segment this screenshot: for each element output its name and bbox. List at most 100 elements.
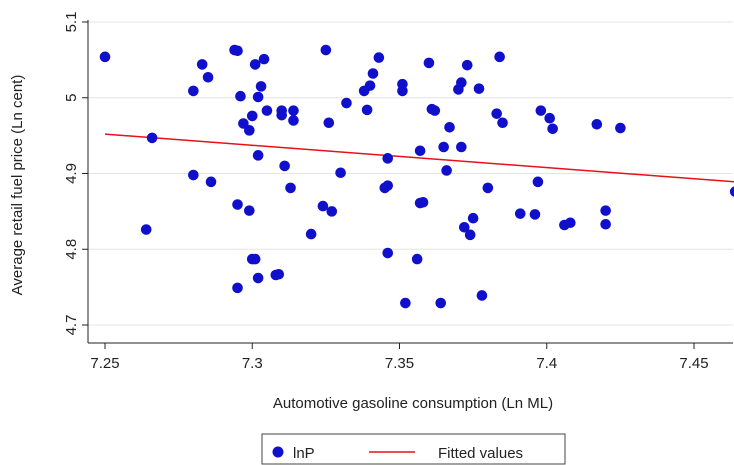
data-point-36	[320, 44, 332, 56]
data-point-70	[467, 212, 479, 224]
data-point-16	[246, 110, 258, 122]
data-point-4	[188, 85, 199, 97]
y-tick-label-1: 4.8	[63, 239, 80, 260]
data-point-74	[491, 108, 502, 119]
data-point-85	[591, 118, 603, 130]
data-point-49	[382, 247, 394, 259]
data-point-67	[458, 221, 470, 233]
data-point-84	[565, 217, 576, 229]
data-point-10	[232, 199, 243, 210]
data-point-43	[364, 80, 376, 91]
data-point-82	[547, 123, 558, 135]
data-point-27	[273, 268, 285, 280]
data-point-78	[529, 209, 541, 220]
data-point-44	[367, 68, 379, 79]
x-tick-label-0: 7.25	[90, 355, 119, 372]
legend-marker-lnp	[272, 446, 284, 458]
data-point-72	[476, 290, 488, 301]
data-point-51	[397, 85, 408, 97]
data-point-77	[514, 208, 526, 219]
data-point-19	[249, 253, 261, 265]
y-tick-label-4: 5.1	[63, 12, 80, 33]
y-axis-title: Average retail fuel price (Ln cent)	[9, 75, 26, 296]
data-point-23	[255, 81, 267, 92]
y-axis-ticks: 4.7 4.8 4.9 5 5.1	[63, 12, 88, 336]
axes	[87, 20, 733, 344]
data-point-57	[423, 57, 435, 69]
data-point-62	[441, 165, 452, 176]
data-point-81	[544, 112, 555, 124]
x-tick-label-3: 7.4	[536, 355, 557, 372]
data-point-89	[729, 186, 734, 197]
data-point-65	[456, 77, 467, 88]
data-point-18	[249, 59, 261, 70]
data-point-21	[252, 91, 264, 103]
data-point-47	[382, 180, 394, 191]
x-tick-label-4: 7.45	[679, 355, 708, 372]
data-point-75	[494, 51, 505, 63]
data-point-25	[261, 105, 273, 116]
data-point-42	[361, 104, 373, 116]
y-tick-label-3: 5	[63, 94, 80, 102]
legend-label-fitted: Fitted values	[438, 445, 523, 462]
data-point-68	[461, 59, 473, 71]
data-point-61	[438, 141, 449, 153]
legend-box	[261, 433, 566, 465]
data-point-7	[205, 176, 217, 188]
data-point-20	[252, 150, 264, 161]
gridlines	[88, 21, 733, 326]
data-point-71	[473, 83, 485, 94]
data-point-2	[146, 132, 158, 144]
data-point-40	[341, 97, 352, 109]
data-point-66	[456, 141, 467, 153]
data-point-88	[615, 122, 626, 134]
data-point-48	[382, 153, 394, 164]
data-point-79	[532, 176, 544, 188]
data-point-14	[244, 125, 255, 136]
y-tick-label-0: 4.7	[63, 315, 80, 336]
data-point-53	[411, 253, 423, 265]
data-point-86	[600, 205, 611, 216]
data-point-45	[373, 52, 385, 63]
data-point-11	[232, 282, 243, 294]
data-point-52	[400, 297, 411, 309]
x-tick-label-2: 7.35	[385, 355, 414, 372]
data-point-63	[444, 121, 455, 133]
data-point-6	[202, 71, 214, 83]
data-point-80	[535, 105, 547, 116]
data-point-22	[252, 272, 264, 284]
data-point-33	[288, 115, 299, 126]
y-tick-label-2: 4.9	[63, 163, 80, 184]
data-point-87	[600, 218, 611, 230]
data-point-76	[497, 117, 508, 129]
data-point-12	[235, 90, 246, 102]
x-axis-ticks: 7.25 7.3 7.35 7.4 7.45	[90, 343, 709, 372]
data-point-24	[258, 53, 270, 65]
data-point-54	[414, 145, 426, 157]
x-tick-label-1: 7.3	[242, 355, 263, 372]
data-point-32	[288, 105, 299, 116]
data-point-37	[323, 117, 335, 129]
data-point-39	[335, 167, 346, 179]
data-point-1	[140, 224, 152, 235]
data-point-9	[232, 45, 243, 57]
scatter-points	[99, 44, 734, 309]
data-point-29	[276, 109, 288, 121]
fitted-values-line	[104, 133, 734, 183]
data-point-69	[464, 229, 476, 241]
x-axis-title: Automotive gasoline consumption (Ln ML)	[273, 395, 553, 412]
data-point-35	[317, 200, 329, 212]
legend-label-lnp: lnP	[293, 445, 315, 462]
data-point-3	[188, 169, 199, 181]
data-point-34	[305, 228, 317, 240]
data-point-56	[417, 196, 429, 208]
data-point-38	[326, 206, 338, 217]
fitted-line	[104, 133, 734, 183]
legend: lnP Fitted values	[261, 433, 566, 465]
data-point-59	[429, 105, 441, 116]
data-point-30	[279, 160, 290, 172]
data-point-0	[99, 51, 111, 63]
data-point-60	[435, 297, 447, 309]
data-point-31	[285, 182, 296, 194]
